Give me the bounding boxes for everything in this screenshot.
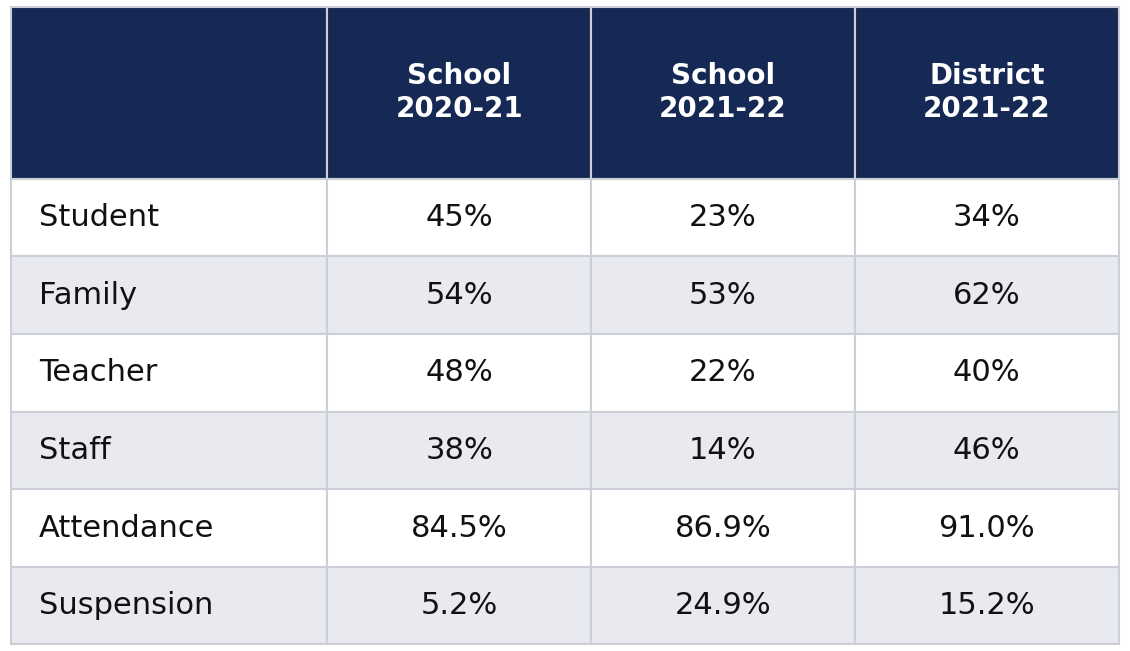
- Bar: [11, 490, 328, 567]
- Bar: [11, 256, 328, 334]
- Text: School
2021-22: School 2021-22: [659, 62, 786, 123]
- Bar: [11, 7, 328, 179]
- Bar: [855, 411, 1119, 490]
- Bar: [11, 334, 328, 411]
- Bar: [591, 490, 855, 567]
- Text: Staff: Staff: [38, 436, 111, 465]
- Text: 46%: 46%: [953, 436, 1020, 465]
- Bar: [591, 411, 855, 490]
- Text: 5.2%: 5.2%: [420, 591, 497, 620]
- Bar: [855, 567, 1119, 644]
- Bar: [855, 334, 1119, 411]
- Text: 48%: 48%: [425, 358, 493, 387]
- Bar: [591, 567, 855, 644]
- Bar: [328, 411, 591, 490]
- Text: Suspension: Suspension: [38, 591, 214, 620]
- Text: 84.5%: 84.5%: [411, 514, 507, 542]
- Text: District
2021-22: District 2021-22: [923, 62, 1051, 123]
- Bar: [855, 490, 1119, 567]
- Bar: [328, 179, 591, 256]
- Bar: [591, 7, 855, 179]
- Text: 86.9%: 86.9%: [675, 514, 772, 542]
- Text: 23%: 23%: [689, 203, 757, 232]
- Bar: [591, 179, 855, 256]
- Bar: [328, 490, 591, 567]
- Bar: [11, 179, 328, 256]
- Bar: [328, 7, 591, 179]
- Text: 15.2%: 15.2%: [939, 591, 1035, 620]
- Text: Teacher: Teacher: [38, 358, 157, 387]
- Bar: [328, 567, 591, 644]
- Text: 54%: 54%: [425, 281, 493, 310]
- Bar: [591, 256, 855, 334]
- Text: Attendance: Attendance: [38, 514, 215, 542]
- Bar: [855, 179, 1119, 256]
- Text: 62%: 62%: [953, 281, 1020, 310]
- Text: 22%: 22%: [689, 358, 757, 387]
- Text: 14%: 14%: [689, 436, 757, 465]
- Bar: [328, 334, 591, 411]
- Text: 45%: 45%: [425, 203, 493, 232]
- Bar: [328, 256, 591, 334]
- Bar: [855, 7, 1119, 179]
- Text: Family: Family: [38, 281, 137, 310]
- Text: 53%: 53%: [689, 281, 757, 310]
- Text: 40%: 40%: [953, 358, 1020, 387]
- Bar: [855, 256, 1119, 334]
- Text: School
2020-21: School 2020-21: [396, 62, 523, 123]
- Text: 24.9%: 24.9%: [675, 591, 772, 620]
- Text: 91.0%: 91.0%: [939, 514, 1035, 542]
- Text: Student: Student: [38, 203, 159, 232]
- Text: 38%: 38%: [425, 436, 493, 465]
- Bar: [11, 411, 328, 490]
- Bar: [591, 334, 855, 411]
- Bar: [11, 567, 328, 644]
- Text: 34%: 34%: [953, 203, 1020, 232]
